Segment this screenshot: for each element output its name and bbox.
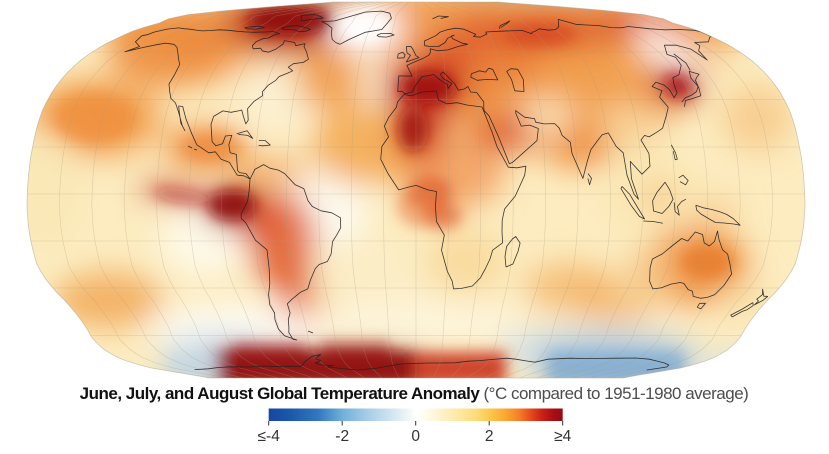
svg-text:≤-4: ≤-4 xyxy=(258,428,281,445)
svg-text:≥4: ≥4 xyxy=(554,428,572,445)
svg-text:June, July, and August Global: June, July, and August Global Temperatur… xyxy=(80,384,749,403)
svg-text:2: 2 xyxy=(485,428,494,445)
svg-text:-2: -2 xyxy=(335,428,349,445)
svg-text:0: 0 xyxy=(411,428,420,445)
